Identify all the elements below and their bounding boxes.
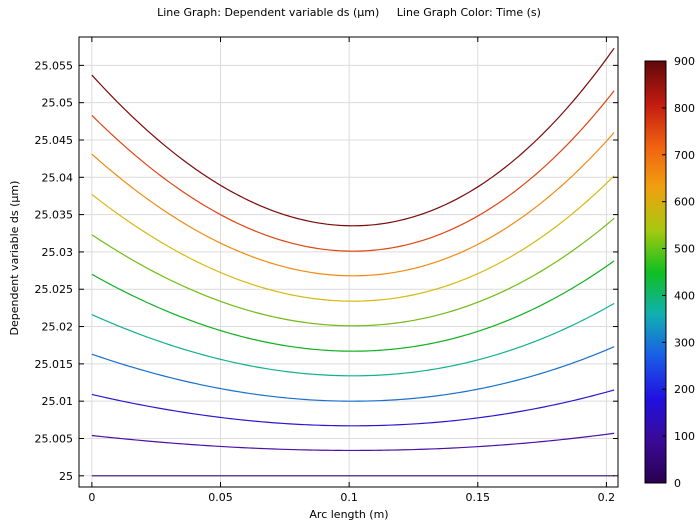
y-tick-label: 25.03 xyxy=(42,246,74,259)
y-tick-label: 25.055 xyxy=(35,59,74,72)
y-tick-label: 25.02 xyxy=(42,321,74,334)
colorbar xyxy=(644,60,667,484)
y-tick-label: 25.005 xyxy=(35,432,74,445)
series-line-t810 xyxy=(91,90,615,252)
colorbar-tick-label: 800 xyxy=(674,102,695,115)
colorbar-tick-label: 400 xyxy=(674,289,695,302)
x-tick-label: 0.2 xyxy=(598,491,616,504)
y-tick-label: 25.045 xyxy=(35,134,74,147)
x-tick-label: 0 xyxy=(88,491,95,504)
x-tick-label: 0.05 xyxy=(208,491,233,504)
y-tick-label: 25.015 xyxy=(35,358,74,371)
colorbar-tick-label: 700 xyxy=(674,149,695,162)
y-tick-label: 25 xyxy=(59,470,73,483)
y-tick-label: 25.025 xyxy=(35,283,74,296)
y-tick-label: 25.035 xyxy=(35,209,74,222)
colorbar-tick-label: 500 xyxy=(674,243,695,256)
y-tick-label: 25.04 xyxy=(42,171,74,184)
y-tick-label: 25.05 xyxy=(42,97,74,110)
series-line-t720 xyxy=(91,132,615,277)
y-axis-label: Dependent variable ds (µm) xyxy=(8,181,21,336)
chart-title: Line Graph: Dependent variable ds (µm) L… xyxy=(157,6,541,19)
colorbar-tick-label: 300 xyxy=(674,336,695,349)
series-line-t630 xyxy=(91,175,615,302)
series-line-t270 xyxy=(91,346,615,402)
colorbar-tick-label: 900 xyxy=(674,55,695,68)
x-axis-label: Arc length (m) xyxy=(309,508,388,521)
series-line-t90 xyxy=(91,432,615,452)
series-line-t180 xyxy=(91,389,615,427)
series-line-t450 xyxy=(91,260,615,352)
series-line-t360 xyxy=(91,302,615,377)
colorbar-tick-label: 600 xyxy=(674,196,695,209)
x-tick-label: 0.15 xyxy=(466,491,491,504)
series-line-t540 xyxy=(91,217,615,327)
plot-frame xyxy=(78,36,619,488)
colorbar-tick-label: 200 xyxy=(674,383,695,396)
colorbar-tick-label: 0 xyxy=(674,477,681,490)
series-line-t900 xyxy=(91,47,615,227)
x-tick-label: 0.1 xyxy=(340,491,358,504)
colorbar-tick-label: 100 xyxy=(674,430,695,443)
y-tick-label: 25.01 xyxy=(42,395,74,408)
